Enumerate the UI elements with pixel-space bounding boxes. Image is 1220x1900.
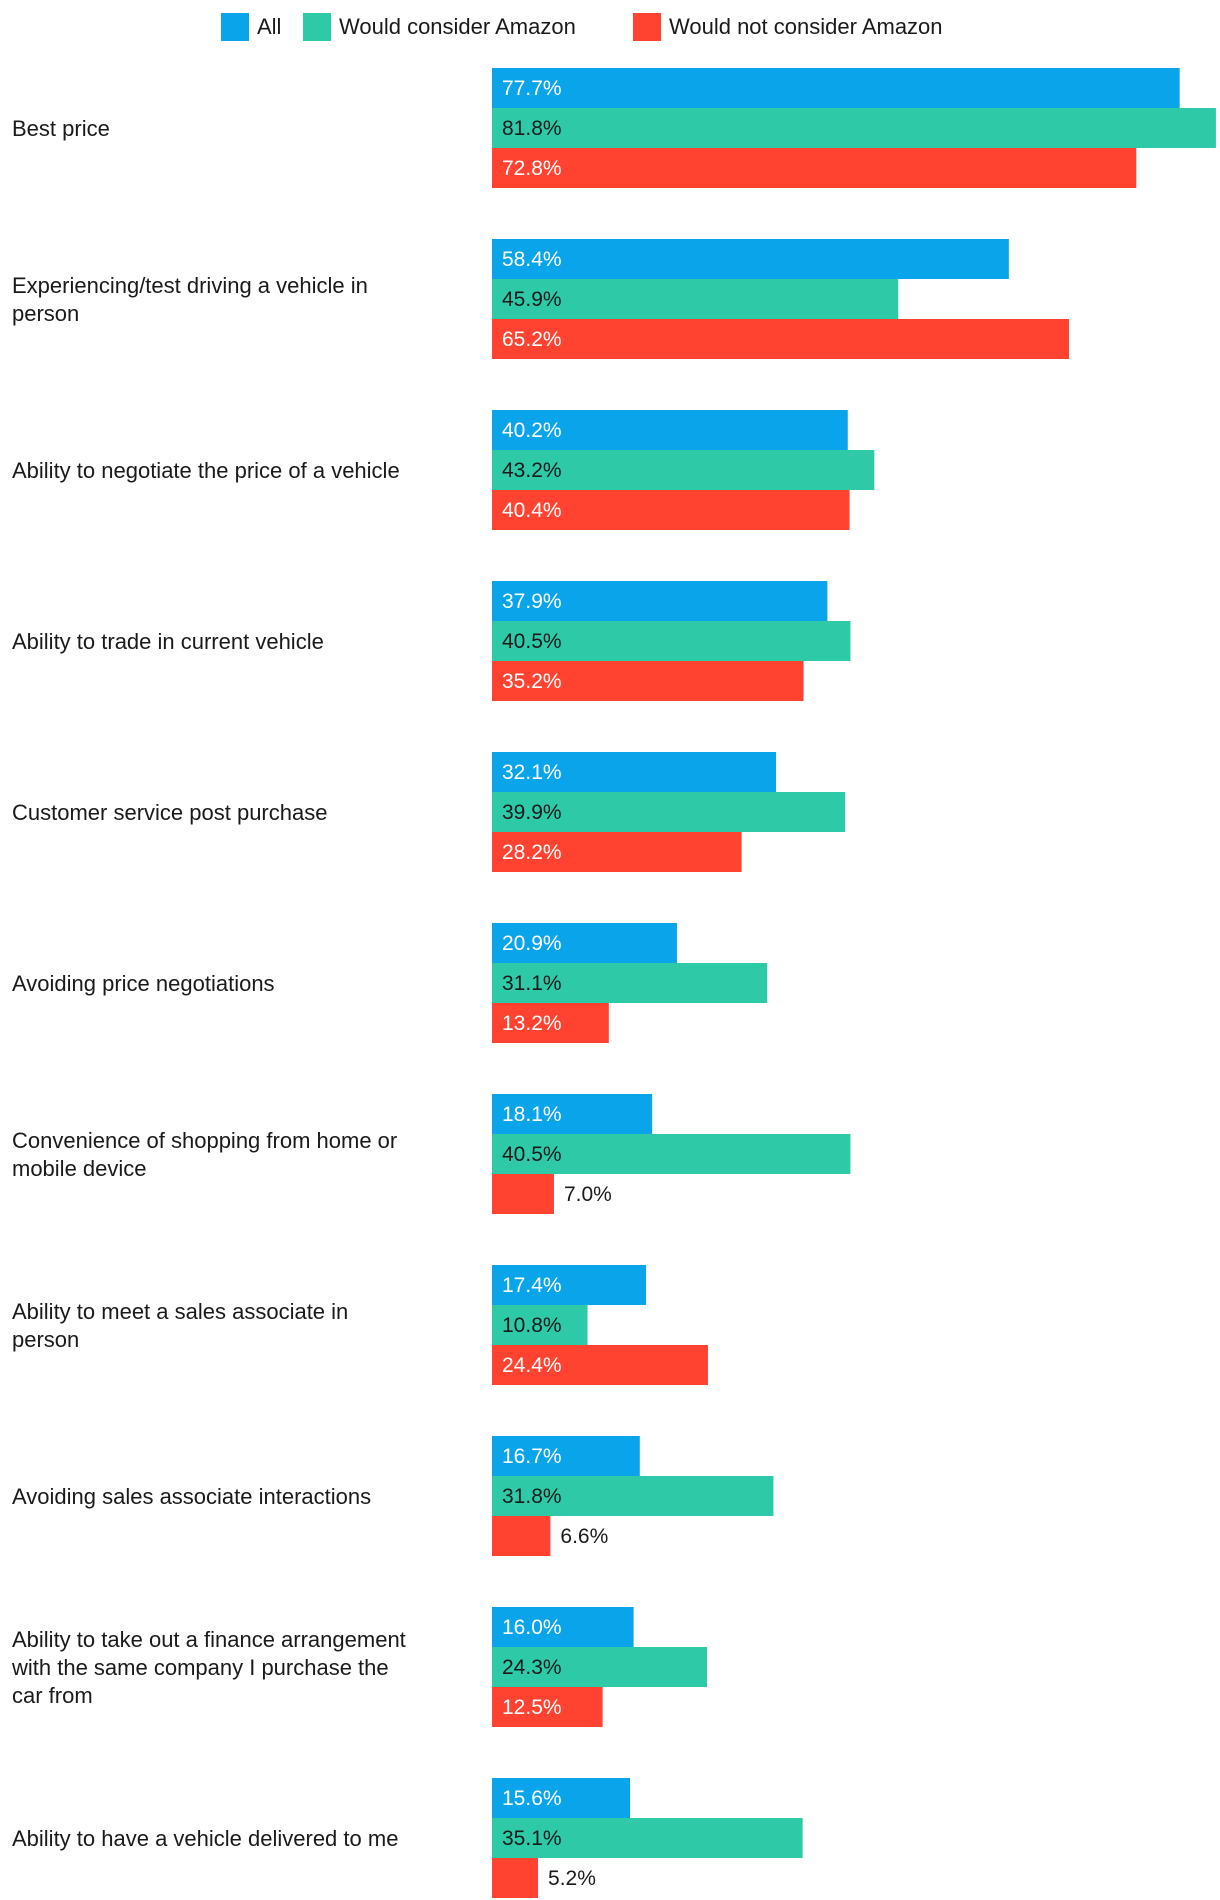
value-label-would-not-consider-amazon-9: 6.6% [560,1525,608,1548]
bar-would-consider-amazon-1 [492,108,1216,148]
bar-would-not-consider-amazon-6 [492,1003,609,1043]
category-label-5: Customer service post purchase [12,800,327,825]
bar-all-6 [492,923,677,963]
value-label-would-not-consider-amazon-1: 72.8% [502,157,562,180]
bar-would-not-consider-amazon-10 [492,1687,603,1727]
bar-would-not-consider-amazon-11 [492,1858,539,1898]
bar-all-1 [492,68,1180,108]
value-label-would-consider-amazon-7: 40.5% [502,1143,562,1166]
value-label-would-consider-amazon-4: 40.5% [502,630,562,653]
category-label-1: Best price [12,116,110,141]
value-label-would-consider-amazon-11: 35.1% [502,1827,562,1850]
value-label-all-1: 77.7% [502,77,562,100]
bar-would-not-consider-amazon-9 [492,1516,551,1556]
value-label-would-not-consider-amazon-2: 65.2% [502,328,562,351]
value-label-all-3: 40.2% [502,419,562,442]
value-label-all-4: 37.9% [502,590,562,613]
bar-would-consider-amazon-3 [492,450,875,490]
legend-swatch-all [221,13,249,41]
bar-group-5: 32.1% 39.9% 28.2% [492,752,846,872]
legend-swatch-would-consider-amazon [303,13,331,41]
value-label-all-8: 17.4% [502,1274,562,1297]
bar-group-10: 16.0% 24.3% 12.5% [492,1607,708,1727]
bar-would-consider-amazon-4 [492,621,851,661]
bar-would-consider-amazon-11 [492,1818,803,1858]
value-label-would-consider-amazon-2: 45.9% [502,288,562,311]
value-label-would-not-consider-amazon-8: 24.4% [502,1354,562,1377]
bar-would-not-consider-amazon-7 [492,1174,554,1214]
bar-group-6: 20.9% 31.1% 13.2% [492,923,768,1043]
category-label-3: Ability to negotiate the price of a vehi… [12,458,400,483]
value-label-would-not-consider-amazon-5: 28.2% [502,841,562,864]
bar-would-consider-amazon-9 [492,1476,774,1516]
value-label-all-11: 15.6% [502,1787,562,1810]
bar-would-consider-amazon-2 [492,279,899,319]
bar-group-7: 18.1% 40.5%7.0% [492,1094,851,1214]
bar-all-7 [492,1094,653,1134]
legend-swatch-would-not-consider-amazon [633,13,661,41]
value-label-would-not-consider-amazon-6: 13.2% [502,1012,562,1035]
bar-group-3: 40.2% 43.2% 40.4% [492,410,875,530]
value-label-would-not-consider-amazon-7: 7.0% [564,1183,612,1206]
value-label-all-6: 20.9% [502,932,562,955]
bar-would-consider-amazon-10 [492,1647,708,1687]
value-label-would-consider-amazon-8: 10.8% [502,1314,562,1337]
value-label-would-consider-amazon-5: 39.9% [502,801,562,824]
value-label-would-not-consider-amazon-4: 35.2% [502,670,562,693]
bar-group-11: 15.6% 35.1% 5.2% [492,1778,803,1898]
category-label-8: Ability to meet a sales associate in pers… [12,1299,348,1352]
value-label-all-5: 32.1% [502,761,562,784]
bar-would-not-consider-amazon-1 [492,148,1137,188]
bar-would-not-consider-amazon-3 [492,490,850,530]
category-label-11: Ability to have a vehicle delivered to m… [12,1826,398,1851]
value-label-would-consider-amazon-1: 81.8% [502,117,562,140]
value-label-would-not-consider-amazon-10: 12.5% [502,1696,562,1719]
category-label-6: Avoiding price negotiations [12,971,275,996]
bar-all-8 [492,1265,646,1305]
bar-group-4: 37.9% 40.5% 35.2% [492,581,851,701]
bar-all-4 [492,581,828,621]
legend-label-all: All [257,14,281,39]
value-label-all-2: 58.4% [502,248,562,271]
bar-would-consider-amazon-7 [492,1134,851,1174]
bar-all-5 [492,752,777,792]
bar-would-not-consider-amazon-2 [492,319,1070,359]
category-label-4: Ability to trade in current vehicle [12,629,324,654]
value-label-would-consider-amazon-3: 43.2% [502,459,562,482]
chart-legend: All Would consider Amazon Would not consid… [221,13,943,41]
bar-would-consider-amazon-8 [492,1305,588,1345]
value-label-would-not-consider-amazon-11: 5.2% [548,1867,596,1890]
category-labels: Best price Experiencing/test driving a ve… [11,116,406,1851]
bar-would-not-consider-amazon-4 [492,661,804,701]
category-label-2: Experiencing/test driving a vehicle in pe… [12,273,368,326]
bar-group-1: 77.7% 81.8% 72.8% [492,68,1216,188]
bar-all-10 [492,1607,634,1647]
bar-would-not-consider-amazon-5 [492,832,742,872]
value-label-all-7: 18.1% [502,1103,562,1126]
value-label-all-9: 16.7% [502,1445,562,1468]
category-label-9: Avoiding sales associate interactions [12,1484,371,1509]
bar-would-not-consider-amazon-8 [492,1345,708,1385]
value-label-would-not-consider-amazon-3: 40.4% [502,499,562,522]
bar-group-9: 16.7% 31.8% 6.6% [492,1436,774,1556]
legend-label-would-not-consider-amazon: Would not consider Amazon [669,14,943,39]
bar-would-consider-amazon-5 [492,792,846,832]
value-label-would-consider-amazon-6: 31.1% [502,972,562,995]
value-label-would-consider-amazon-10: 24.3% [502,1656,562,1679]
value-label-all-10: 16.0% [502,1616,562,1639]
category-label-10: Ability to take out a finance arrangemen… [11,1627,406,1708]
bar-group-2: 58.4% 45.9% 65.2% [492,239,1070,359]
bar-all-2 [492,239,1009,279]
bar-all-11 [492,1778,631,1818]
value-label-would-consider-amazon-9: 31.8% [502,1485,562,1508]
bar-all-3 [492,410,848,450]
bar-would-consider-amazon-6 [492,963,768,1003]
legend-label-would-consider-amazon: Would consider Amazon [339,14,576,39]
bar-groups: 77.7% 81.8% 72.8% 58.4% 45.9% 65.2% 40.2% 43.2%… [492,68,1216,1898]
category-label-7: Convenience of shopping from home or mobi… [12,1128,397,1181]
bar-all-9 [492,1436,640,1476]
bar-group-8: 17.4% 10.8% 24.4% [492,1265,708,1385]
